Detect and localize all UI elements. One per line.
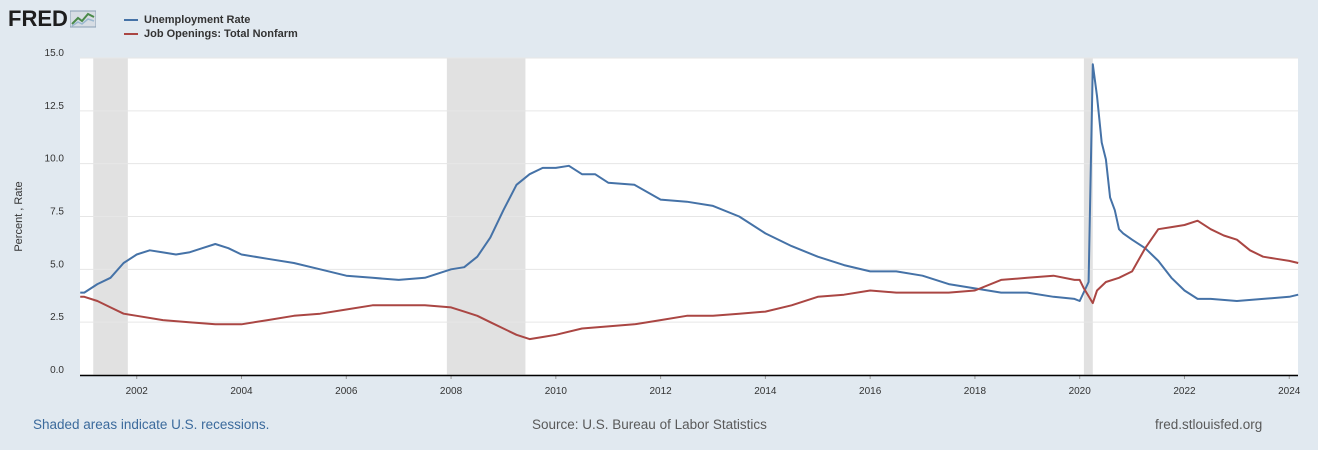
x-tick-label: 2022 [1173,386,1196,397]
x-tick-label: 2016 [859,386,882,397]
x-tick-label: 2014 [754,386,777,397]
y-axis-label: Percent , Rate [13,181,25,251]
y-tick-label: 2.5 [50,312,64,323]
x-tick-label: 2008 [440,386,463,397]
x-tick-label: 2018 [964,386,987,397]
x-tick-label: 2004 [230,386,253,397]
source-note: Source: U.S. Bureau of Labor Statistics [532,417,767,432]
line-chart: 0.0 2.5 5.0 7.5 10.0 12.5 15.0 2002 2004 2006 2008… [13,48,1301,397]
legend-label-unemployment: Unemployment Rate [144,14,251,26]
y-tick-label: 7.5 [50,207,64,218]
x-tick-label: 2006 [335,386,358,397]
recession-note: Shaded areas indicate U.S. recessions. [33,417,270,432]
legend-item-job-openings[interactable]: Job Openings: Total Nonfarm [124,27,298,41]
legend-swatch-job-openings [124,33,138,35]
y-tick-label: 5.0 [50,259,64,270]
site-link[interactable]: fred.stlouisfed.org [1155,417,1263,432]
y-tick-label: 10.0 [45,154,65,165]
y-tick-label: 12.5 [45,101,65,112]
x-tick-label: 2010 [545,386,568,397]
x-tick-label: 2002 [126,386,149,397]
series-line-unemployment [80,63,1299,302]
fred-logo[interactable]: FRED [8,6,96,32]
chart-legend: Unemployment Rate Job Openings: Total No… [124,13,298,41]
fred-logo-text: FRED [8,6,68,31]
legend-label-job-openings: Job Openings: Total Nonfarm [144,28,298,40]
series-line-job-openings [80,219,1299,341]
fred-graph-icon [69,10,96,28]
x-tick-label: 2020 [1069,386,1092,397]
x-tick-label: 2012 [649,386,672,397]
legend-swatch-unemployment [124,19,138,21]
x-tick-label: 2024 [1278,386,1301,397]
y-tick-label: 15.0 [45,48,65,59]
legend-item-unemployment[interactable]: Unemployment Rate [124,13,298,27]
y-tick-label: 0.0 [50,365,64,376]
